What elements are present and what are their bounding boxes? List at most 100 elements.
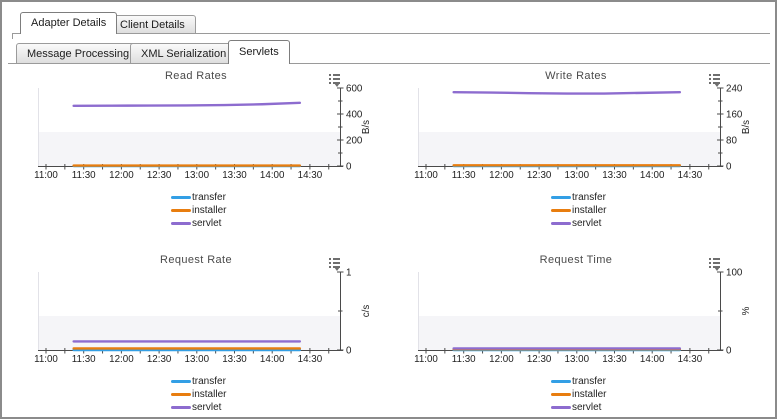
legend-label: transfer — [192, 376, 226, 387]
svg-text:14:30: 14:30 — [678, 354, 703, 365]
tab-message-processing[interactable]: Message Processing — [16, 43, 141, 64]
chevron-down-icon — [334, 83, 340, 87]
installer-line-swatch — [551, 393, 571, 396]
svg-text:13:00: 13:00 — [185, 170, 210, 181]
legend-item-installer[interactable]: installer — [551, 204, 606, 217]
chart-plot-area: 11:00 11:30 12:00 12:30 13:00 13:30 14:00 14:30… — [34, 84, 372, 181]
svg-text:11:30: 11:30 — [452, 170, 476, 181]
svg-text:11:00: 11:00 — [34, 170, 58, 181]
transfer-line-swatch — [171, 196, 191, 199]
svg-text:0: 0 — [726, 346, 732, 357]
transfer-line-swatch — [551, 196, 571, 199]
legend-item-installer[interactable]: installer — [171, 388, 226, 401]
svg-text:80: 80 — [726, 136, 737, 147]
legend-item-servlet[interactable]: servlet — [551, 401, 606, 414]
legend-item-installer[interactable]: installer — [171, 204, 226, 217]
tab-client-details[interactable]: Client Details — [109, 15, 196, 34]
svg-text:240: 240 — [726, 84, 743, 95]
legend-item-transfer[interactable]: transfer — [171, 375, 226, 388]
servlet-line-swatch — [551, 222, 571, 225]
svg-text:11:30: 11:30 — [72, 170, 96, 181]
svg-text:13:00: 13:00 — [565, 354, 590, 365]
svg-text:11:00: 11:00 — [34, 354, 58, 365]
legend-label: servlet — [192, 402, 222, 413]
tab-xml-serialization[interactable]: XML Serialization — [130, 43, 238, 64]
primary-panel-edge — [12, 33, 13, 39]
chevron-down-icon — [714, 267, 720, 271]
svg-text:c/s: c/s — [361, 305, 372, 318]
chart-write-rates: Write Rates 11:00 11:30 12:00 12:30 13:00 13:… — [390, 66, 762, 238]
chart-plot-area: 11:00 11:30 12:00 12:30 13:00 13:30 14:00 14:30… — [414, 268, 752, 365]
legend-label: installer — [192, 389, 227, 400]
legend-item-transfer[interactable]: transfer — [551, 375, 606, 388]
svg-text:14:30: 14:30 — [298, 354, 323, 365]
svg-text:11:00: 11:00 — [414, 354, 438, 365]
secondary-tab-separator — [8, 63, 770, 64]
tab-adapter-details[interactable]: Adapter Details — [20, 12, 118, 34]
legend-label: transfer — [572, 192, 606, 203]
chart-title: Write Rates — [545, 70, 607, 82]
chart-options-icon[interactable] — [329, 258, 344, 271]
chart-request-rate: Request Rate 11:00 11:30 12:00 12:30 13:00 13… — [10, 250, 382, 417]
legend-label: servlet — [192, 218, 222, 229]
svg-text:14:00: 14:00 — [260, 170, 285, 181]
chart-options-icon[interactable] — [709, 258, 724, 271]
legend-item-installer[interactable]: installer — [551, 388, 606, 401]
svg-text:13:00: 13:00 — [185, 354, 210, 365]
chart-legend: transfer installer servlet — [171, 375, 226, 414]
svg-text:0: 0 — [726, 162, 732, 173]
svg-text:400: 400 — [346, 110, 363, 121]
svg-text:0: 0 — [346, 346, 352, 357]
installer-line-swatch — [551, 209, 571, 212]
chart-legend: transfer installer servlet — [551, 191, 606, 230]
svg-text:12:30: 12:30 — [147, 354, 172, 365]
legend-label: installer — [572, 205, 607, 216]
chart-title: Request Rate — [159, 254, 233, 266]
servlet-line-swatch — [171, 222, 191, 225]
legend-item-transfer[interactable]: transfer — [551, 191, 606, 204]
chevron-down-icon — [714, 83, 720, 87]
legend-label: servlet — [572, 402, 602, 413]
svg-text:11:30: 11:30 — [452, 354, 476, 365]
chart-plot-area: 11:00 11:30 12:00 12:30 13:00 13:30 14:00 14:30… — [34, 268, 372, 365]
legend-item-servlet[interactable]: servlet — [171, 401, 226, 414]
installer-line-swatch — [171, 393, 191, 396]
chart-read-rates: Read Rates 11:00 11:30 12:00 12:30 13:00 13:3… — [10, 66, 382, 238]
svg-text:11:00: 11:00 — [414, 170, 438, 181]
svg-text:100: 100 — [726, 268, 743, 279]
chart-options-icon[interactable] — [329, 74, 344, 87]
chart-request-time: Request Time 11:00 11:30 12:00 12:30 13:00 13… — [390, 250, 762, 417]
svg-text:12:30: 12:30 — [147, 170, 172, 181]
tab-servlets[interactable]: Servlets — [228, 40, 290, 64]
chart-legend: transfer installer servlet — [551, 375, 606, 414]
chart-options-icon[interactable] — [709, 74, 724, 87]
svg-text:0: 0 — [346, 162, 352, 173]
legend-item-servlet[interactable]: servlet — [551, 217, 606, 230]
svg-text:12:30: 12:30 — [527, 170, 552, 181]
legend-item-transfer[interactable]: transfer — [171, 191, 226, 204]
chevron-down-icon — [334, 267, 340, 271]
svg-text:12:00: 12:00 — [109, 170, 134, 181]
svg-text:1: 1 — [346, 268, 351, 279]
legend-label: installer — [572, 389, 607, 400]
svg-text:12:00: 12:00 — [489, 170, 514, 181]
svg-text:B/s: B/s — [361, 120, 372, 134]
svg-text:160: 160 — [726, 110, 743, 121]
svg-text:13:30: 13:30 — [222, 170, 247, 181]
svg-text:200: 200 — [346, 136, 363, 147]
svg-text:12:00: 12:00 — [109, 354, 134, 365]
svg-text:12:00: 12:00 — [489, 354, 514, 365]
chart-title: Read Rates — [164, 70, 228, 82]
svg-text:14:00: 14:00 — [260, 354, 285, 365]
chart-plot-area: 11:00 11:30 12:00 12:30 13:00 13:30 14:00 14:30… — [414, 84, 752, 181]
chart-title: Request Time — [539, 254, 613, 266]
svg-text:B/s: B/s — [741, 120, 752, 134]
servlet-line-swatch — [551, 406, 571, 409]
installer-line-swatch — [171, 209, 191, 212]
svg-text:%: % — [741, 306, 752, 315]
legend-item-servlet[interactable]: servlet — [171, 217, 226, 230]
transfer-line-swatch — [171, 380, 191, 383]
legend-label: transfer — [192, 192, 226, 203]
svg-text:14:00: 14:00 — [640, 170, 665, 181]
